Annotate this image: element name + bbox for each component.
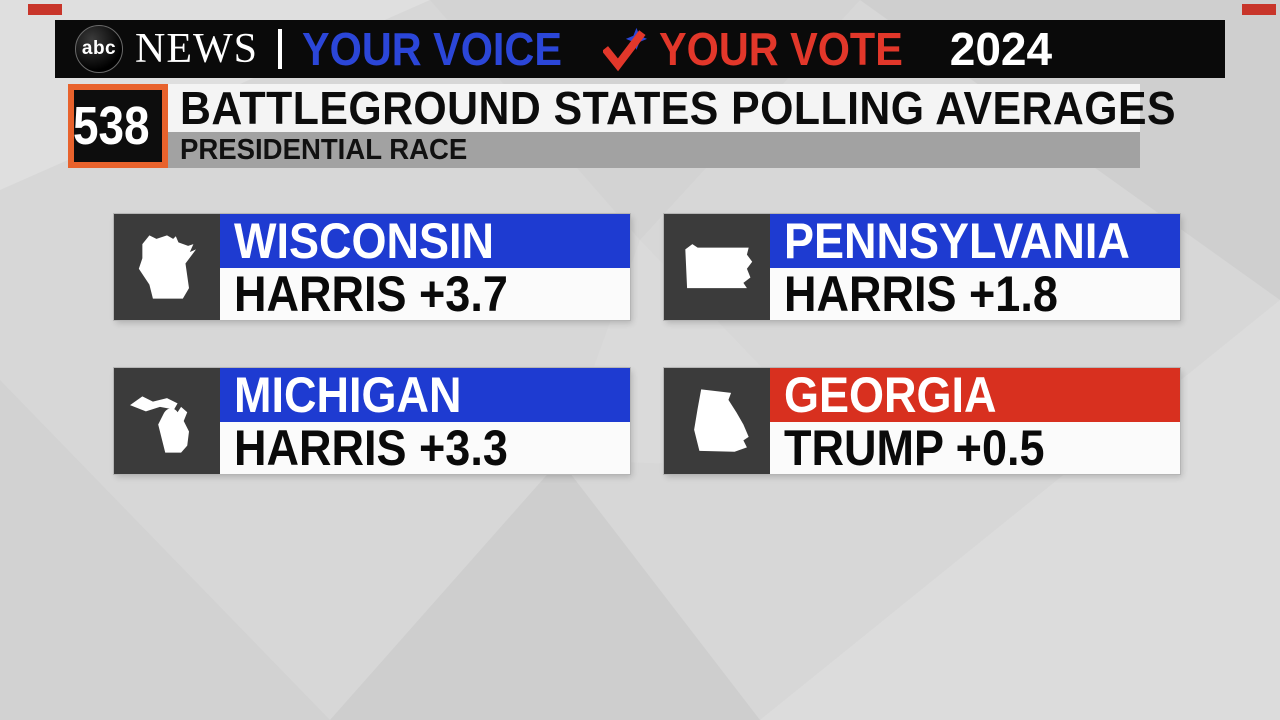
year-text: 2024 — [949, 23, 1053, 75]
poll-result: HARRIS +3.3 — [234, 422, 508, 474]
state-name: GEORGIA — [784, 368, 997, 422]
abc-logo-text: abc — [81, 38, 117, 59]
michigan-map-icon — [114, 368, 220, 474]
state-card-michigan: MICHIGAN HARRIS +3.3 — [114, 368, 630, 474]
red-corner-accent-right — [1242, 4, 1276, 15]
state-name-bar: PENNSYLVANIA — [770, 214, 1180, 268]
state-name-bar: WISCONSIN — [220, 214, 630, 268]
poll-result: TRUMP +0.5 — [784, 422, 1045, 474]
fivethirtyeight-logo-text: 538 — [72, 96, 150, 156]
state-card-georgia: GEORGIA TRUMP +0.5 — [664, 368, 1180, 474]
state-card-pennsylvania: PENNSYLVANIA HARRIS +1.8 — [664, 214, 1180, 320]
state-card-wisconsin: WISCONSIN HARRIS +3.7 — [114, 214, 630, 320]
headline-text: BATTLEGROUND STATES POLLING AVERAGES — [180, 82, 1176, 134]
state-name: PENNSYLVANIA — [784, 214, 1130, 268]
poll-result-bar: TRUMP +0.5 — [770, 422, 1180, 474]
georgia-map-icon — [664, 368, 770, 474]
poll-result-bar: HARRIS +1.8 — [770, 268, 1180, 320]
state-name: WISCONSIN — [234, 214, 495, 268]
state-name: MICHIGAN — [234, 368, 462, 422]
subtitle-text: PRESIDENTIAL RACE — [180, 133, 468, 166]
state-name-bar: GEORGIA — [770, 368, 1180, 422]
network-banner: abc NEWS YOUR VOICE YOUR VOTE 2024 — [55, 20, 1225, 78]
your-vote-text: YOUR VOTE — [658, 23, 903, 75]
subtitle-bar: PRESIDENTIAL RACE — [168, 132, 1140, 168]
headline-bar: BATTLEGROUND STATES POLLING AVERAGES — [168, 82, 1175, 134]
your-voice-text: YOUR VOICE — [302, 23, 562, 75]
fivethirtyeight-logo: 538 — [68, 84, 168, 168]
red-corner-accent-left — [28, 4, 62, 15]
poll-result-bar: HARRIS +3.7 — [220, 268, 630, 320]
pennsylvania-map-icon — [664, 214, 770, 320]
state-name-bar: MICHIGAN — [220, 368, 630, 422]
news-wordmark: NEWS — [135, 26, 258, 72]
abc-logo: abc — [75, 25, 123, 73]
poll-result: HARRIS +1.8 — [784, 268, 1058, 320]
poll-result-bar: HARRIS +3.3 — [220, 422, 630, 474]
vote-checkmark-icon — [602, 27, 647, 72]
poll-result: HARRIS +3.7 — [234, 268, 508, 320]
banner-divider — [278, 29, 282, 69]
wisconsin-map-icon — [114, 214, 220, 320]
